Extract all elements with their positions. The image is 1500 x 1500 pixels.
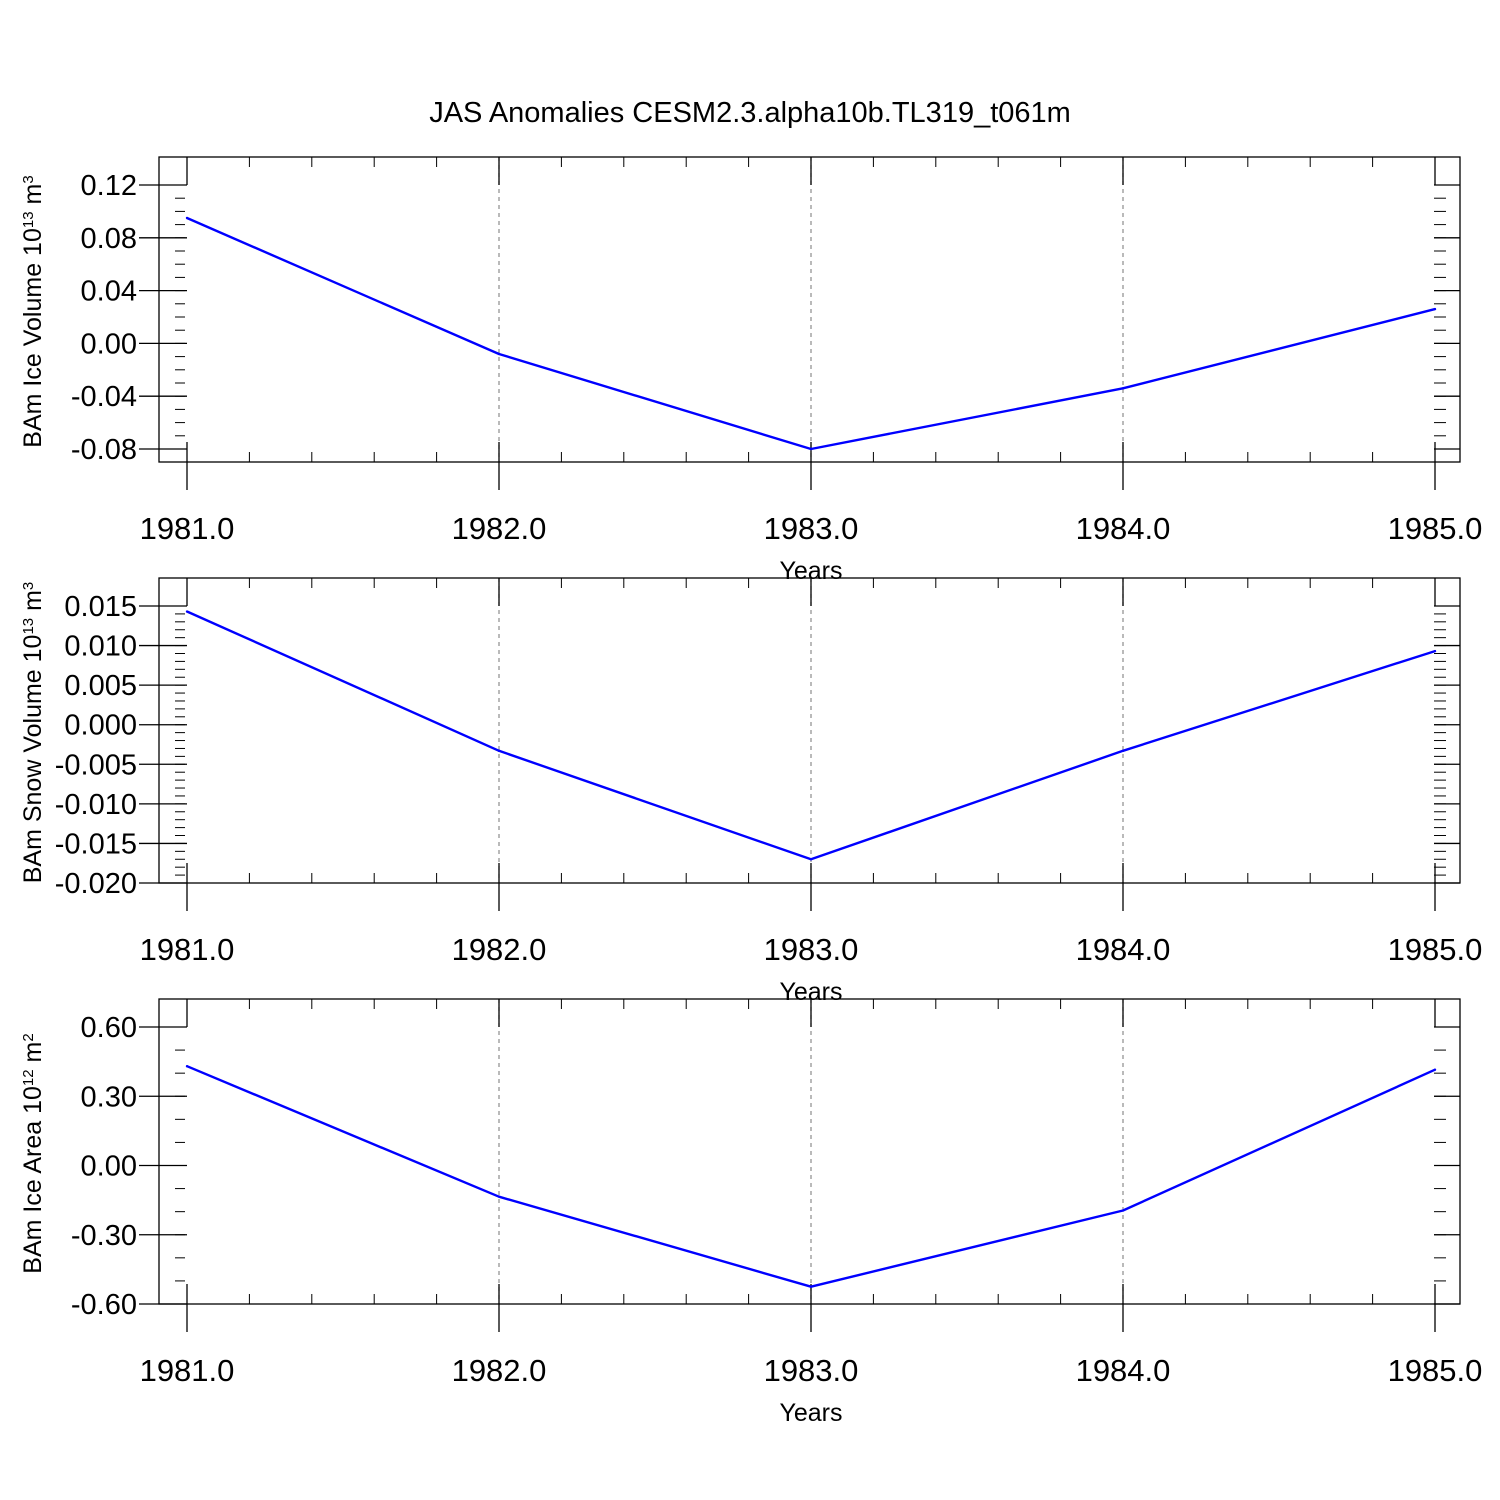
x-tick-label: 1985.0 xyxy=(1388,932,1483,967)
x-tick-label: 1981.0 xyxy=(140,932,235,967)
y-tick-label: 0.010 xyxy=(64,631,137,663)
data-point xyxy=(185,1065,189,1068)
y-tick-label: -0.005 xyxy=(55,749,137,781)
y-tick-label: 0.015 xyxy=(64,591,137,623)
data-point xyxy=(497,749,501,753)
y-tick-label: -0.08 xyxy=(71,434,137,466)
y-tick-label: -0.04 xyxy=(71,381,137,413)
data-point xyxy=(1433,649,1437,653)
y-tick-label: -0.020 xyxy=(55,868,137,900)
data-point xyxy=(185,610,189,613)
data-point xyxy=(809,447,813,451)
x-tick-label: 1983.0 xyxy=(764,932,859,967)
x-tick-label: 1985.0 xyxy=(1388,1353,1483,1388)
chart-panel-2: 1981.0 1982.0 1983.0 1984.0 1985.0 0.015 0.010… xyxy=(19,577,1483,1006)
data-point xyxy=(185,216,189,220)
y-tick-label: 0.08 xyxy=(81,223,137,255)
y-tick-label: 0.00 xyxy=(81,328,137,360)
x-tick-label: 1984.0 xyxy=(1076,511,1171,546)
x-tick-label: 1982.0 xyxy=(452,1353,547,1388)
plot-frame xyxy=(158,156,1461,463)
figure-title: JAS Anomalies CESM2.3.alpha10b.TL319_t06… xyxy=(429,97,1071,129)
y-tick-label: 0.000 xyxy=(64,710,137,742)
data-point xyxy=(497,1195,501,1198)
x-tick-label: 1984.0 xyxy=(1076,932,1171,967)
series-line xyxy=(186,610,1436,861)
x-tick-label: 1985.0 xyxy=(1388,511,1483,546)
data-point xyxy=(1433,1068,1437,1071)
panels-group: 1981.0 1982.0 1983.0 1984.0 1985.0 0.12 0.08 0.… xyxy=(19,156,1483,1427)
x-tick-label: 1981.0 xyxy=(140,1353,235,1388)
data-point xyxy=(1121,387,1125,390)
y-tick-label: 0.30 xyxy=(81,1081,137,1113)
x-tick-label: 1981.0 xyxy=(140,511,235,546)
data-point xyxy=(497,352,501,356)
x-tick-label: 1982.0 xyxy=(452,511,547,546)
y-axis-label: BAm Snow Volume 1013 m3 xyxy=(19,582,47,884)
y-axis-label: BAm Ice Area 1012 m2 xyxy=(19,1033,47,1273)
x-tick-label: 1983.0 xyxy=(764,1353,859,1388)
y-tick-label: 0.00 xyxy=(81,1151,137,1183)
x-tick-label: 1983.0 xyxy=(764,511,859,546)
plot-frame xyxy=(158,577,1461,884)
y-tick-label: -0.010 xyxy=(55,789,137,821)
chart-panel-3: 1981.0 1982.0 1983.0 1984.0 1985.0 0.60 0.30 0.… xyxy=(19,998,1483,1427)
y-tick-label: -0.015 xyxy=(55,828,137,860)
data-point xyxy=(1121,1209,1125,1212)
x-tick-label: 1984.0 xyxy=(1076,1353,1171,1388)
data-point xyxy=(809,858,813,861)
y-tick-label: -0.30 xyxy=(71,1220,137,1252)
y-tick-label: 0.04 xyxy=(81,276,137,308)
y-tick-label: 0.005 xyxy=(64,670,137,702)
y-axis-label: BAm Ice Volume 1013 m3 xyxy=(19,175,47,447)
x-tick-label: 1982.0 xyxy=(452,932,547,967)
data-point xyxy=(1433,307,1437,311)
data-point xyxy=(1121,749,1125,753)
y-tick-label: -0.60 xyxy=(71,1289,137,1321)
y-tick-label: 0.12 xyxy=(81,170,137,202)
y-tick-label: 0.60 xyxy=(81,1012,137,1044)
data-point xyxy=(809,1285,813,1288)
chart-panel-1: 1981.0 1982.0 1983.0 1984.0 1985.0 0.12 0.08 0.… xyxy=(19,156,1483,585)
x-axis-label: Years xyxy=(779,1399,842,1427)
plot-frame xyxy=(158,998,1461,1305)
